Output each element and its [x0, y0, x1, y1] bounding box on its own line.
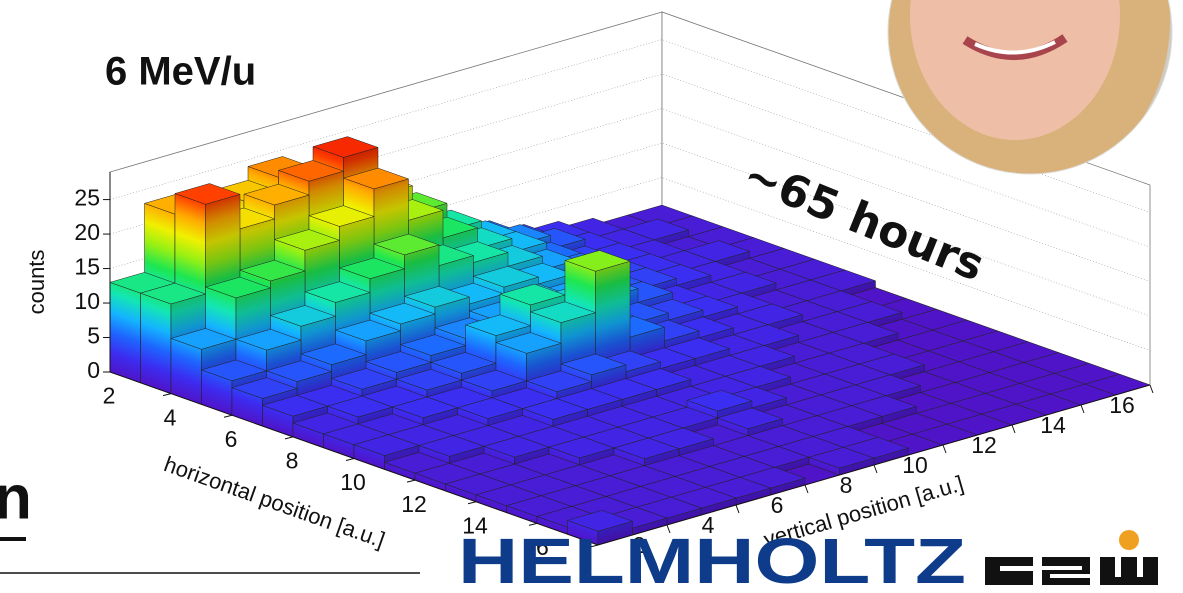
z-tick-label: 10: [74, 288, 100, 314]
bar-top: [231, 377, 298, 399]
bar-top: [560, 353, 627, 376]
bar-top: [495, 332, 562, 354]
bar-top: [308, 205, 375, 227]
bar-top: [529, 301, 597, 323]
bar-top: [300, 343, 367, 365]
z-tick-label: 20: [74, 219, 100, 245]
energy-annotation: 6 MeV/u: [105, 50, 256, 94]
x-tick: [589, 544, 599, 548]
bar-top: [808, 447, 875, 469]
y-tick-label: 10: [902, 452, 928, 478]
bar-top: [525, 370, 593, 392]
bar-face: [110, 282, 141, 382]
bar-top: [235, 329, 302, 351]
bar-top: [342, 167, 410, 190]
x-tick-label: 12: [401, 491, 427, 517]
x-tick: [223, 414, 233, 418]
x-tick-label: 14: [462, 512, 488, 538]
z-tick-label: 25: [74, 185, 100, 211]
y-tick: [942, 444, 947, 454]
y-tick-label: 12: [971, 432, 997, 458]
y-tick: [666, 524, 671, 534]
y-tick: [873, 464, 878, 474]
bar-top: [204, 276, 272, 299]
z-axis-label: counts: [24, 250, 49, 315]
bar-top: [265, 360, 333, 382]
y-tick: [1011, 424, 1016, 434]
x-tick-label: 16: [523, 534, 549, 560]
z-tick-label: 5: [87, 323, 100, 349]
gsi-logo: [985, 530, 1158, 585]
y-tick: [1080, 404, 1085, 414]
x-tick: [467, 501, 477, 505]
y-tick: [804, 484, 809, 494]
x-tick-label: 8: [286, 448, 299, 474]
bar-top: [239, 259, 306, 282]
x-tick-label: 6: [225, 426, 238, 452]
x-tick: [162, 393, 172, 397]
bar-top: [403, 286, 471, 308]
bar-top: [243, 183, 310, 206]
lego-bars: [110, 136, 1151, 545]
bar-top: [521, 398, 589, 420]
bar-top: [373, 233, 440, 256]
bar-face: [141, 293, 172, 393]
z-tick-label: 15: [74, 254, 100, 280]
bar-top: [716, 407, 784, 430]
y-tick: [1149, 384, 1154, 394]
bar-top: [304, 281, 371, 303]
photo-border: [887, 0, 1173, 175]
z-tick-label: 0: [87, 357, 100, 383]
x-tick: [528, 522, 538, 526]
y-tick-label: 6: [771, 492, 784, 518]
bar-face: [171, 338, 202, 404]
bar-top: [334, 319, 402, 342]
bar-top: [269, 305, 337, 327]
bar-top: [564, 250, 631, 272]
bar-top: [369, 302, 436, 325]
x-tick-label: 4: [164, 404, 177, 430]
bar-top: [338, 257, 406, 279]
y-tick-label: 2: [633, 532, 646, 558]
bar-top: [277, 160, 345, 182]
y-tick-label: 16: [1109, 392, 1135, 418]
y-tick-label: 14: [1040, 412, 1066, 438]
helmholtz-logo: HELMHOLTZ: [458, 525, 966, 593]
x-tick: [284, 436, 294, 440]
x-tick-label: 2: [103, 383, 116, 409]
heading-fragment: n: [0, 463, 32, 532]
bar-top: [273, 229, 341, 251]
bar-top: [312, 136, 379, 158]
y-tick: [735, 504, 740, 514]
x-tick: [345, 458, 355, 461]
bar-top: [613, 437, 680, 460]
bar-top: [174, 183, 241, 205]
bar-top: [686, 389, 753, 412]
bar-top: [566, 510, 634, 532]
x-tick: [406, 479, 416, 483]
heading-underline: [0, 537, 26, 541]
bar-top: [472, 266, 540, 288]
x-tick-label: 10: [340, 469, 366, 495]
y-tick-label: 8: [840, 472, 853, 498]
y-tick-label: 4: [702, 512, 715, 538]
